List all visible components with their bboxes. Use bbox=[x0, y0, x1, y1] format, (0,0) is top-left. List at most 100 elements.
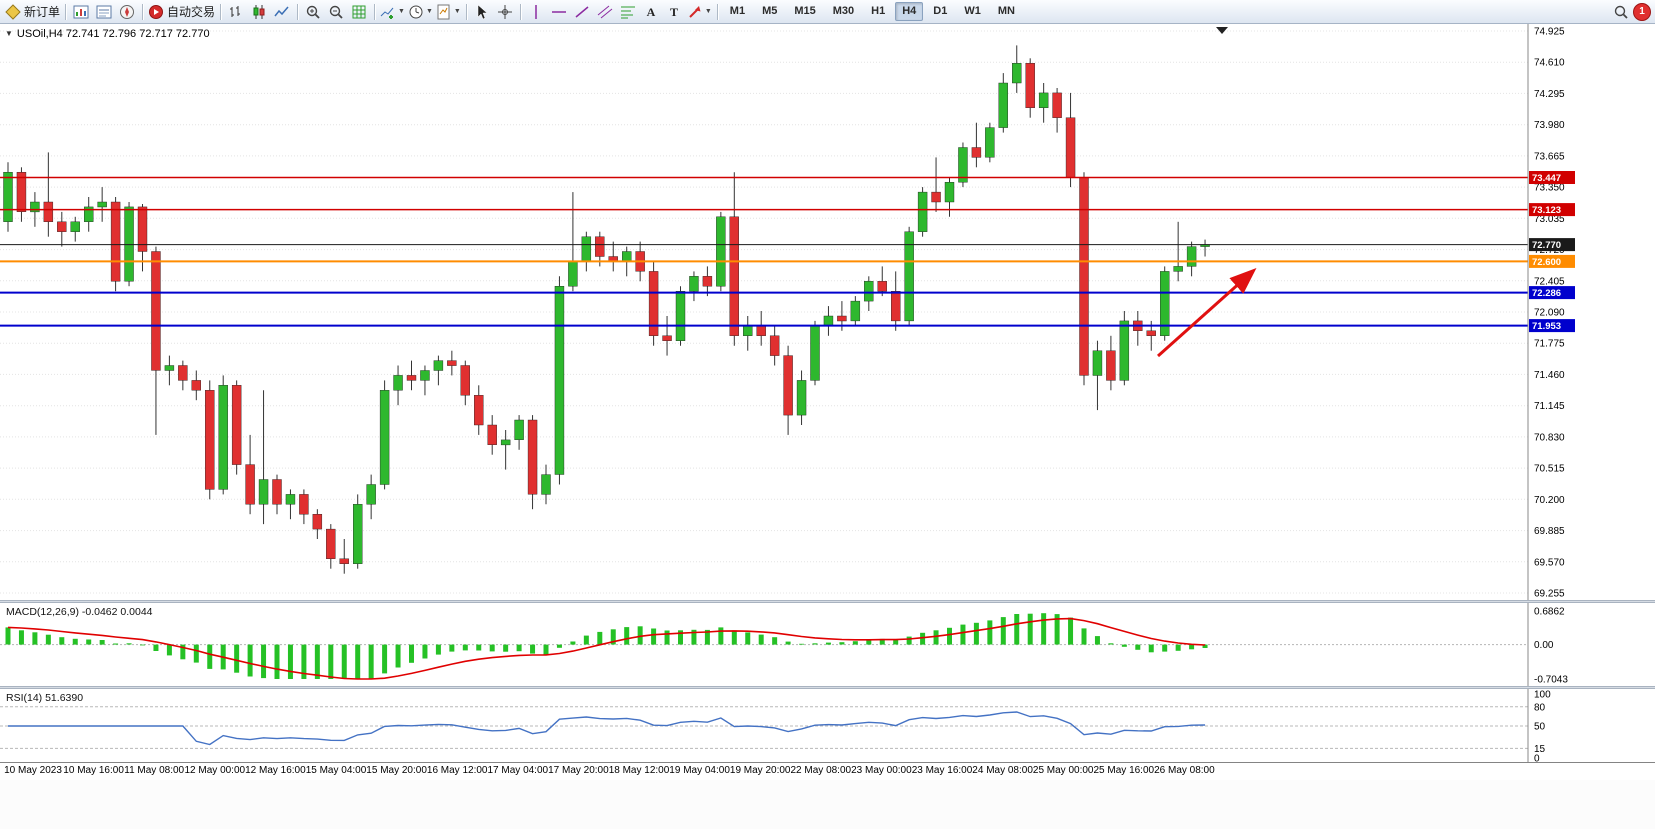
macd-histogram-bar bbox=[1027, 613, 1033, 645]
timeframe-m15[interactable]: M15 bbox=[794, 5, 816, 17]
templates-button[interactable]: ▼ bbox=[435, 1, 462, 23]
cursor-button[interactable] bbox=[471, 1, 493, 23]
candle bbox=[487, 424, 497, 445]
pane-splitter-macd[interactable] bbox=[0, 600, 1655, 603]
zoom-in-icon bbox=[306, 5, 320, 19]
price-axis-label: 73.350 bbox=[1534, 183, 1565, 194]
main-chart-pane[interactable]: 74.925 74.610 74.295 73.980 73.665 73.350 73.0… bbox=[0, 24, 1655, 600]
candle bbox=[137, 206, 148, 252]
timeframe-m1[interactable]: M1 bbox=[729, 5, 746, 17]
fibonacci-button[interactable] bbox=[617, 1, 639, 23]
line-chart-button[interactable] bbox=[271, 1, 293, 23]
pane-splitter-rsi[interactable] bbox=[0, 686, 1655, 689]
notification-badge[interactable]: 1 bbox=[1633, 2, 1651, 21]
price-axis-label: 71.145 bbox=[1534, 401, 1565, 412]
breakout-arrow[interactable] bbox=[1157, 268, 1257, 358]
macd-histogram-bar bbox=[1108, 643, 1114, 645]
search-button[interactable] bbox=[1610, 1, 1632, 23]
candle bbox=[568, 261, 578, 287]
macd-histogram-bar bbox=[422, 644, 428, 659]
time-label: 18 May 12:00 bbox=[608, 765, 670, 776]
macd-histogram-bar bbox=[745, 632, 751, 645]
macd-histogram-bar bbox=[1014, 614, 1020, 645]
templates-icon bbox=[437, 4, 450, 19]
time-axis[interactable]: 10 May 2023 10 May 16:00 11 May 08:00 12 Ma… bbox=[0, 762, 1655, 780]
window-bottom-area bbox=[0, 780, 1655, 829]
rsi-axis-label: 50 bbox=[1534, 722, 1546, 733]
time-label: 22 May 08:00 bbox=[790, 765, 852, 776]
candle bbox=[379, 390, 390, 485]
candle bbox=[823, 315, 834, 327]
autotrading-button[interactable]: 自动交易 bbox=[147, 1, 216, 23]
candlestick-chart-button[interactable] bbox=[248, 1, 270, 23]
text-label-button[interactable]: A bbox=[640, 1, 662, 23]
trendline-button[interactable] bbox=[571, 1, 593, 23]
macd-axis-label: 0.6862 bbox=[1534, 607, 1565, 618]
toolbar-separator bbox=[65, 3, 67, 20]
macd-histogram-bar bbox=[987, 620, 993, 645]
candle bbox=[891, 291, 901, 322]
macd-histogram-bar bbox=[718, 627, 724, 645]
horizontal-line-button[interactable] bbox=[548, 1, 570, 23]
crosshair-button[interactable] bbox=[494, 1, 516, 23]
bar-chart-button[interactable] bbox=[225, 1, 247, 23]
candle bbox=[998, 82, 1008, 128]
candle bbox=[420, 370, 430, 381]
time-label: 12 May 00:00 bbox=[184, 765, 246, 776]
candle bbox=[500, 439, 511, 446]
zoom-out-button[interactable] bbox=[325, 1, 347, 23]
macd-pane[interactable]: 0.6862 0.00 -0.7043 MACD(12,26,9) -0.0462 … bbox=[0, 603, 1655, 686]
candle bbox=[931, 191, 941, 203]
candle bbox=[783, 355, 793, 416]
timeframe-m5[interactable]: M5 bbox=[762, 5, 778, 17]
candle bbox=[406, 375, 417, 381]
timeframe-w1[interactable]: W1 bbox=[964, 5, 981, 17]
macd-histogram-bar bbox=[543, 644, 549, 655]
macd-chart: 0.6862 0.00 -0.7043 bbox=[0, 603, 1568, 686]
macd-histogram-bar bbox=[234, 644, 240, 673]
market-watch-button[interactable] bbox=[70, 1, 92, 23]
one-click-expander-icon[interactable]: ▼ bbox=[5, 29, 13, 38]
candle bbox=[43, 201, 54, 222]
macd-histogram-bar bbox=[166, 644, 172, 656]
channel-button[interactable] bbox=[594, 1, 616, 23]
vertical-line-button[interactable] bbox=[525, 1, 547, 23]
zoom-in-button[interactable] bbox=[302, 1, 324, 23]
indicators-button[interactable]: ▼ bbox=[379, 1, 406, 23]
price-axis-label: 71.460 bbox=[1534, 370, 1565, 381]
timeframe-m30[interactable]: M30 bbox=[832, 5, 855, 17]
navigator-button[interactable] bbox=[116, 1, 138, 23]
grid-button[interactable] bbox=[348, 1, 370, 23]
horizontal-line-icon bbox=[551, 10, 566, 13]
svg-text:71.953: 71.953 bbox=[1532, 321, 1561, 332]
data-window-button[interactable] bbox=[93, 1, 115, 23]
candle bbox=[1146, 330, 1156, 336]
periods-button[interactable]: ▼ bbox=[407, 1, 434, 23]
timeframe-h1[interactable]: H1 bbox=[871, 5, 886, 17]
macd-histogram-bar bbox=[476, 644, 482, 651]
timeframe-mn[interactable]: MN bbox=[997, 5, 1015, 17]
macd-histogram-bar bbox=[72, 638, 78, 645]
arrow-tools-button[interactable]: ▼ bbox=[686, 1, 713, 23]
svg-text:A: A bbox=[647, 5, 656, 19]
macd-histogram-bar bbox=[852, 641, 858, 645]
timeframe-d1[interactable]: D1 bbox=[933, 5, 948, 17]
rsi-pane[interactable]: 100 80 50 15 0 RSI(14) 51.6390 bbox=[0, 689, 1655, 762]
price-axis-label: 73.035 bbox=[1534, 214, 1565, 225]
chart-shift-icon[interactable] bbox=[1216, 27, 1228, 34]
candle bbox=[595, 236, 605, 257]
macd-histogram-bar bbox=[1121, 644, 1127, 647]
macd-histogram-bar bbox=[691, 629, 697, 645]
rsi-axis-label: 0 bbox=[1534, 754, 1540, 763]
timeframe-h4[interactable]: H4 bbox=[895, 2, 924, 21]
macd-histogram-bar bbox=[99, 640, 105, 645]
text-button[interactable]: T bbox=[663, 1, 685, 23]
candle bbox=[1038, 92, 1049, 109]
macd-histogram-bar bbox=[731, 630, 737, 645]
candle bbox=[877, 281, 887, 292]
candle bbox=[366, 484, 376, 505]
candle bbox=[218, 385, 228, 490]
macd-histogram-bar bbox=[409, 644, 414, 663]
new-order-button[interactable]: 新订单 bbox=[4, 1, 61, 23]
